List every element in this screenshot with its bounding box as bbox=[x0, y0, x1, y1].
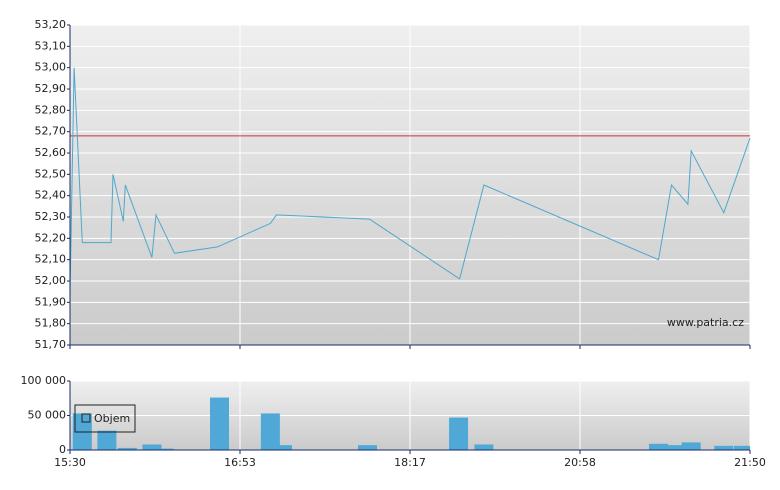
legend-label: Objem bbox=[94, 412, 130, 425]
legend-box bbox=[74, 404, 136, 433]
y-tick-label: 52,10 bbox=[35, 253, 67, 266]
volume-bar bbox=[681, 442, 701, 450]
volume-bar bbox=[117, 447, 137, 450]
y-tick-label: 51,90 bbox=[35, 295, 67, 308]
volume-bar bbox=[714, 445, 734, 450]
volume-bar bbox=[97, 430, 117, 450]
y-tick-label: 52,20 bbox=[35, 231, 67, 244]
volume-bar bbox=[648, 443, 668, 450]
volume-bar bbox=[273, 445, 292, 450]
x-tick-label: 20:58 bbox=[564, 456, 596, 469]
volume-chart: 0 50 000 100 000 15:30 16:53 18:17 20:58 21:50 O… bbox=[21, 374, 766, 469]
volume-bar bbox=[665, 445, 685, 450]
y-tick-label: 51,80 bbox=[35, 317, 67, 330]
y-tick-label: 53,20 bbox=[35, 18, 67, 31]
volume-bar bbox=[474, 444, 494, 450]
volume-bar bbox=[142, 444, 162, 450]
x-tick-label: 18:17 bbox=[394, 456, 426, 469]
y-tick-label: 50 000 bbox=[28, 409, 67, 422]
y-tick-label: 0 bbox=[59, 443, 66, 456]
y-tick-label: 100 000 bbox=[21, 374, 67, 387]
x-tick-label: 16:53 bbox=[224, 456, 256, 469]
y-tick-label: 53,00 bbox=[35, 61, 67, 74]
volume-bar bbox=[358, 445, 377, 450]
x-tick-label: 21:50 bbox=[734, 456, 766, 469]
y-tick-label: 52,50 bbox=[35, 167, 67, 180]
volume-bar bbox=[154, 448, 174, 450]
volume-bar bbox=[210, 397, 230, 450]
y-tick-label: 52,40 bbox=[35, 189, 67, 202]
watermark: www.patria.cz bbox=[667, 316, 744, 329]
volume-bar bbox=[449, 417, 469, 450]
y-tick-label: 52,70 bbox=[35, 125, 67, 138]
volume-bar bbox=[733, 445, 750, 450]
price-line bbox=[69, 67, 751, 296]
y-tick-label: 51,70 bbox=[35, 338, 67, 351]
y-tick-label: 52,00 bbox=[35, 274, 67, 287]
y-tick-label: 52,30 bbox=[35, 210, 67, 223]
legend-swatch bbox=[81, 413, 91, 423]
y-tick-label: 53,10 bbox=[35, 39, 67, 52]
price-chart: 51,70 51,80 51,90 52,00 52,10 52,20 52,30 52,40… bbox=[35, 18, 751, 351]
y-tick-label: 52,60 bbox=[35, 146, 67, 159]
y-tick-label: 52,80 bbox=[35, 103, 67, 116]
x-tick-label: 15:30 bbox=[54, 456, 86, 469]
volume-bar bbox=[260, 413, 280, 450]
y-tick-label: 52,90 bbox=[35, 82, 67, 95]
